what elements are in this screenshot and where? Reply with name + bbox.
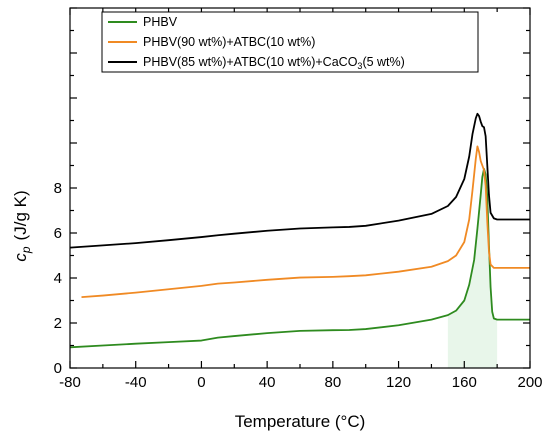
axis-ticks: -80 -40 0 40 80 120 160 200 0 2 4 6 8 (54, 7, 543, 391)
y-tick-label: 4 (54, 270, 62, 287)
y-tick-label: 2 (54, 315, 62, 332)
x-tick-label: 120 (386, 374, 411, 391)
series-phbv-atbc-line (81, 145, 530, 299)
x-tick-label: 200 (517, 374, 542, 391)
series-phbv-atbc-caco3-line (69, 112, 530, 249)
x-tick-label: 160 (452, 374, 477, 391)
legend-label-3-end: (5 wt%) (362, 55, 404, 69)
legend: PHBV PHBV(90 wt%)+ATBC(10 wt%) PHBV(85 w… (101, 11, 479, 73)
legend-label-3-main: PHBV(85 wt%)+ATBC(10 wt%)+CaCO (143, 55, 358, 69)
y-axis-title-unit: (J/g K) (11, 190, 30, 240)
series-lines (69, 112, 530, 349)
y-tick-label: 0 (54, 360, 62, 377)
y-tick-label: 6 (54, 225, 62, 242)
x-tick-label: 0 (197, 374, 205, 391)
x-tick-label: 40 (259, 374, 276, 391)
x-tick-label: 80 (325, 374, 342, 391)
x-tick-label: -40 (125, 374, 147, 391)
legend-box (101, 11, 479, 73)
legend-label-3-subscript: 3 (357, 61, 362, 71)
y-axis-title-symbol: c (11, 253, 30, 262)
legend-label-phbv-atbc: PHBV(90 wt%)+ATBC(10 wt%) (143, 35, 315, 49)
x-tick-label: -80 (59, 374, 81, 391)
y-axis-title-subscript: p (19, 246, 33, 254)
y-axis-title: cp (J/g K) (11, 190, 33, 261)
legend-label-phbv-atbc-caco3: PHBV(85 wt%)+ATBC(10 wt%)+CaCO3(5 wt%) (143, 55, 405, 71)
x-axis-title: Temperature (°C) (235, 412, 366, 431)
y-tick-label: 8 (54, 180, 62, 197)
legend-label-phbv: PHBV (143, 15, 178, 29)
